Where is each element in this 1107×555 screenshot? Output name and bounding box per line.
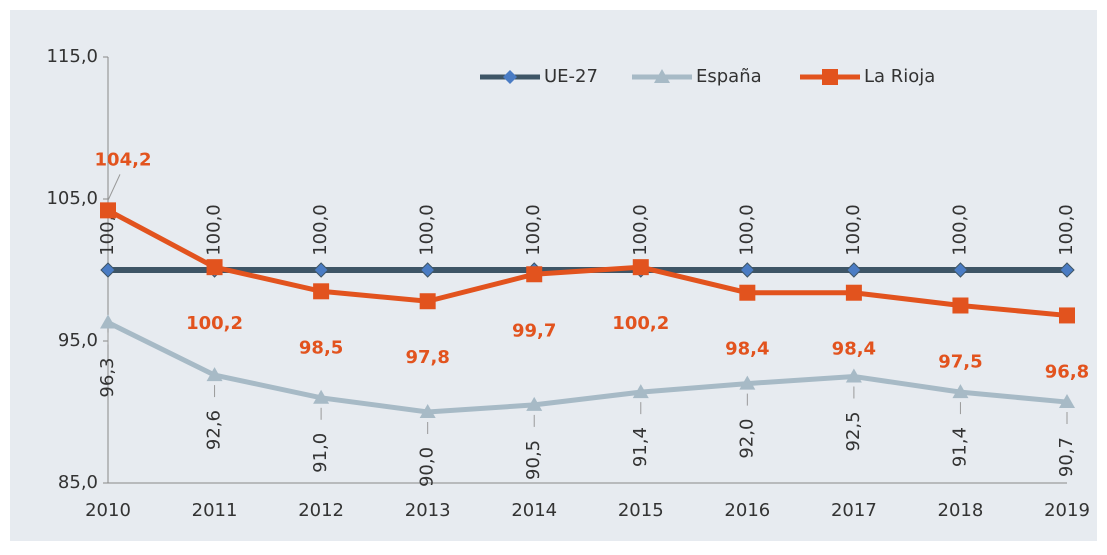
chart-background bbox=[10, 10, 1097, 541]
marker bbox=[526, 396, 543, 411]
y-tick-label: 115,0 bbox=[46, 46, 98, 67]
data-label: 100,0 bbox=[843, 204, 864, 256]
marker bbox=[313, 283, 330, 300]
marker bbox=[206, 367, 223, 382]
data-label: 100,0 bbox=[949, 204, 970, 256]
data-label: 96,8 bbox=[1045, 361, 1089, 382]
data-label: 97,5 bbox=[938, 352, 982, 373]
marker bbox=[739, 284, 756, 301]
marker bbox=[846, 262, 862, 278]
data-label: 98,5 bbox=[299, 337, 343, 358]
marker bbox=[845, 368, 862, 383]
x-tick-label: 2010 bbox=[85, 500, 131, 521]
x-tick-label: 2012 bbox=[298, 500, 344, 521]
data-label: 91,4 bbox=[949, 427, 970, 467]
x-tick-label: 2011 bbox=[192, 500, 238, 521]
data-label: 100,0 bbox=[523, 204, 544, 256]
marker bbox=[632, 259, 649, 276]
data-label: 100,0 bbox=[630, 204, 651, 256]
x-tick-label: 2018 bbox=[938, 500, 984, 521]
legend-marker bbox=[822, 69, 838, 85]
legend-label: UE-27 bbox=[544, 66, 598, 87]
data-label: 104,2 bbox=[95, 149, 152, 170]
data-label: 100,0 bbox=[1056, 204, 1077, 256]
data-label: 92,5 bbox=[843, 411, 864, 451]
marker bbox=[739, 375, 756, 390]
legend-marker bbox=[654, 69, 670, 83]
data-label: 98,4 bbox=[832, 339, 876, 360]
data-label: 92,0 bbox=[736, 419, 757, 459]
data-label: 90,0 bbox=[417, 447, 438, 487]
legend-marker bbox=[503, 70, 517, 84]
legend-label: España bbox=[696, 66, 762, 87]
marker bbox=[952, 262, 969, 278]
marker bbox=[1059, 394, 1075, 409]
data-label: 100,2 bbox=[612, 313, 669, 334]
marker bbox=[632, 384, 649, 399]
marker bbox=[1059, 262, 1075, 278]
data-label: 90,5 bbox=[523, 440, 544, 480]
y-tick-label: 105,0 bbox=[46, 188, 98, 209]
marker bbox=[419, 293, 436, 310]
x-tick-label: 2013 bbox=[405, 500, 451, 521]
data-label: 92,6 bbox=[204, 410, 225, 450]
data-label: 97,8 bbox=[405, 347, 449, 368]
x-tick-label: 2017 bbox=[831, 500, 877, 521]
series-line bbox=[106, 320, 1068, 415]
data-label: 98,4 bbox=[725, 339, 769, 360]
y-tick-label: 95,0 bbox=[58, 330, 98, 351]
leader-line bbox=[107, 174, 121, 201]
data-label: 96,3 bbox=[97, 358, 118, 398]
legend-label: La Rioja bbox=[864, 66, 935, 87]
y-tick-label: 85,0 bbox=[58, 472, 98, 493]
data-label: 100,0 bbox=[204, 204, 225, 256]
marker bbox=[100, 202, 116, 219]
data-label: 100,0 bbox=[736, 204, 757, 256]
marker bbox=[845, 284, 862, 301]
marker bbox=[952, 297, 969, 314]
marker bbox=[100, 262, 116, 278]
x-tick-label: 2015 bbox=[618, 500, 664, 521]
marker bbox=[952, 384, 969, 399]
data-label: 99,7 bbox=[512, 320, 556, 341]
series-line bbox=[106, 208, 1068, 318]
x-tick-label: 2014 bbox=[511, 500, 557, 521]
marker bbox=[419, 404, 436, 418]
marker bbox=[313, 262, 329, 278]
x-tick-label: 2019 bbox=[1044, 500, 1090, 521]
data-label: 100,2 bbox=[186, 313, 243, 334]
marker bbox=[739, 262, 756, 278]
marker bbox=[419, 262, 436, 278]
marker bbox=[526, 266, 543, 283]
data-label: 90,7 bbox=[1056, 437, 1077, 477]
data-label: 91,0 bbox=[310, 433, 331, 473]
x-tick-label: 2016 bbox=[724, 500, 770, 521]
data-label: 91,4 bbox=[630, 427, 651, 467]
data-label: 100,0 bbox=[417, 204, 438, 256]
marker bbox=[206, 259, 223, 276]
marker bbox=[1059, 307, 1075, 324]
marker bbox=[313, 389, 330, 404]
marker bbox=[100, 314, 116, 329]
data-label: 100,0 bbox=[310, 204, 331, 256]
